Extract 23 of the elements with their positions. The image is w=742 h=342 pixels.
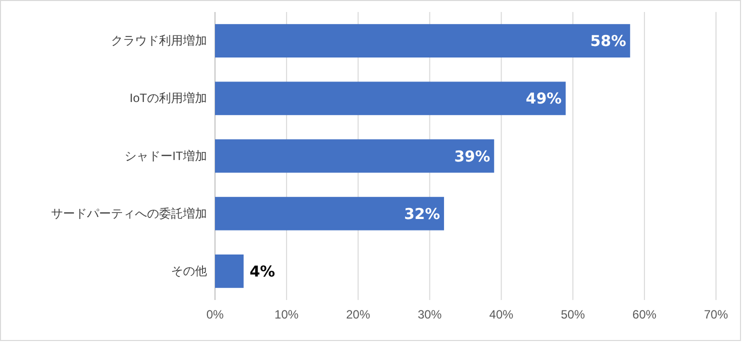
data-label: 39% (454, 147, 490, 166)
bar (215, 254, 244, 288)
x-tick-label: 30% (418, 308, 442, 322)
data-label: 58% (590, 32, 626, 50)
y-tick-label: シャドーIT増加 (124, 148, 207, 163)
y-tick-label: IoTの利用増加 (130, 91, 207, 106)
bar (215, 24, 630, 58)
data-label: 32% (404, 204, 440, 223)
x-tick-label: 20% (346, 308, 370, 322)
bar (215, 139, 494, 173)
data-label: 49% (526, 90, 562, 108)
y-tick-label: その他 (171, 264, 207, 278)
x-tick-label: 50% (560, 308, 586, 322)
y-tick-label: クラウド利用増加 (111, 34, 207, 48)
y-tick-label: サードパーティへの委託増加 (51, 206, 207, 220)
bar (215, 82, 566, 116)
x-tick-label: 10% (274, 308, 299, 322)
x-tick-label: 40% (489, 308, 514, 322)
x-tick-label: 0% (206, 308, 224, 322)
x-tick-label: 70% (704, 308, 728, 322)
bar (215, 196, 444, 230)
x-tick-label: 60% (632, 308, 657, 322)
data-label: 4% (250, 262, 276, 280)
